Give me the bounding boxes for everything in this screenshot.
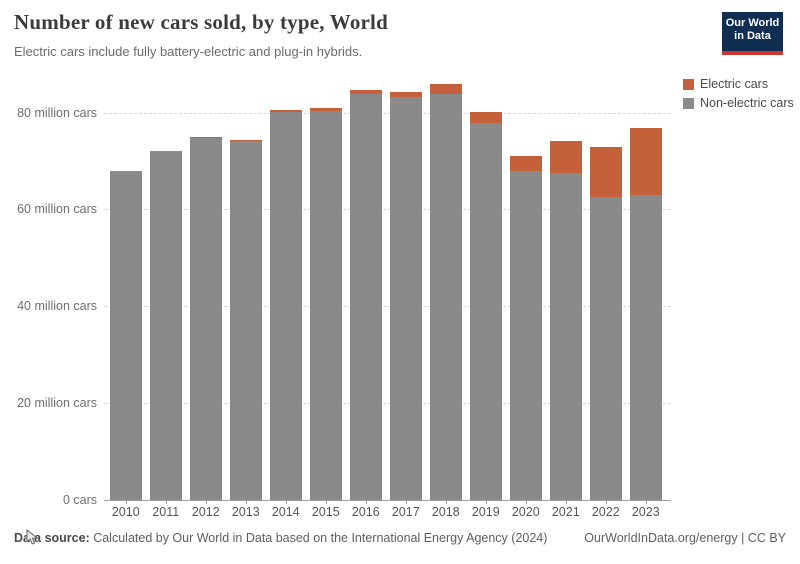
x-axis-tick-2021 — [565, 500, 567, 504]
footer-source: Data source: Calculated by Our World in … — [14, 531, 547, 545]
x-axis-label-2018: 2018 — [431, 505, 460, 519]
bar-electric-2018[interactable] — [430, 84, 462, 95]
x-axis-tick-2020 — [525, 500, 527, 504]
legend-item-1[interactable]: Non-electric cars — [683, 96, 794, 110]
x-axis-tick-2022 — [605, 500, 607, 504]
chart-subtitle: Electric cars include fully battery-elec… — [14, 44, 363, 59]
x-axis-label-2017: 2017 — [391, 505, 420, 519]
gridline-40 — [104, 306, 671, 308]
gridline-80 — [104, 112, 671, 114]
legend-swatch-icon — [683, 97, 694, 109]
bar-electric-2021[interactable] — [550, 140, 582, 173]
x-axis-label-2013: 2013 — [231, 505, 260, 519]
bar-electric-2015[interactable] — [310, 108, 342, 112]
x-axis-tick-2013 — [245, 500, 247, 504]
x-axis-tick-2017 — [405, 500, 407, 504]
x-axis-tick-2018 — [445, 500, 447, 504]
gridline-0 — [104, 500, 671, 501]
legend-swatch-icon — [683, 78, 694, 90]
bar-electric-2019[interactable] — [470, 112, 502, 124]
bar-electric-2014[interactable] — [270, 109, 302, 112]
x-axis-label-2021: 2021 — [551, 505, 580, 519]
bar-nonelectric-2018[interactable] — [430, 94, 462, 500]
y-axis-label-40: 40 million cars — [17, 299, 97, 314]
bar-electric-2012[interactable] — [190, 136, 222, 138]
bar-electric-2020[interactable] — [510, 155, 542, 171]
bar-nonelectric-2015[interactable] — [310, 111, 342, 500]
footer-source-text: Calculated by Our World in Data based on… — [89, 531, 548, 545]
x-axis-label-2011: 2011 — [152, 505, 180, 519]
page-title: Number of new cars sold, by type, World — [14, 10, 388, 34]
bar-nonelectric-2010[interactable] — [110, 171, 142, 500]
bar-electric-2017[interactable] — [390, 91, 422, 98]
bar-nonelectric-2020[interactable] — [510, 170, 542, 500]
bar-nonelectric-2011[interactable] — [150, 151, 182, 500]
y-axis-label-0: 0 cars — [62, 493, 97, 507]
x-axis-label-2012: 2012 — [191, 505, 220, 519]
legend-item-label: Electric cars — [700, 77, 769, 91]
x-axis-tick-2016 — [365, 500, 367, 504]
y-axis-label-60: 60 million cars — [17, 202, 97, 217]
bar-electric-2023[interactable] — [630, 128, 662, 196]
bar-nonelectric-2017[interactable] — [390, 97, 422, 500]
legend-item-label: Non-electric cars — [700, 96, 794, 110]
x-axis-tick-2019 — [485, 500, 487, 504]
owid-logo[interactable]: Our World in Data — [722, 12, 783, 55]
x-axis-tick-2010 — [125, 500, 127, 504]
bar-nonelectric-2021[interactable] — [550, 172, 582, 500]
bar-nonelectric-2022[interactable] — [590, 196, 622, 500]
owid-logo-line2: in Data — [734, 30, 771, 42]
x-axis-label-2019: 2019 — [471, 505, 500, 519]
x-axis-tick-2011 — [165, 500, 167, 504]
owid-logo-line1: Our World — [725, 17, 780, 29]
bar-electric-2016[interactable] — [350, 90, 382, 95]
bar-nonelectric-2016[interactable] — [350, 94, 382, 500]
bar-nonelectric-2012[interactable] — [190, 137, 222, 500]
x-axis-tick-2023 — [645, 500, 647, 504]
bar-nonelectric-2014[interactable] — [270, 111, 302, 500]
gridline-60 — [104, 209, 671, 211]
x-axis-label-2010: 2010 — [111, 505, 140, 519]
bar-nonelectric-2023[interactable] — [630, 195, 662, 500]
chart-legend: Electric cars Non-electric cars — [683, 77, 794, 115]
bar-electric-2013[interactable] — [230, 139, 262, 141]
x-axis-tick-2015 — [325, 500, 327, 504]
x-axis-label-2015: 2015 — [311, 505, 340, 519]
x-axis-label-2020: 2020 — [511, 505, 540, 519]
x-axis-label-2022: 2022 — [591, 505, 620, 519]
x-axis-label-2016: 2016 — [351, 505, 380, 519]
x-axis-label-2014: 2014 — [271, 505, 300, 519]
bar-electric-2022[interactable] — [590, 147, 622, 197]
gridline-20 — [104, 403, 671, 405]
footer-source-label: Data source: — [14, 531, 90, 545]
bar-nonelectric-2019[interactable] — [470, 123, 502, 500]
footer-link[interactable]: OurWorldInData.org/energy | CC BY — [584, 531, 786, 545]
legend-item-0[interactable]: Electric cars — [683, 77, 794, 91]
y-axis-label-80: 80 million cars — [17, 105, 97, 120]
x-axis-label-2023: 2023 — [631, 505, 660, 519]
x-axis-tick-2012 — [205, 500, 207, 504]
y-axis-label-20: 20 million cars — [17, 396, 97, 411]
x-axis-tick-2014 — [285, 500, 287, 504]
bar-nonelectric-2013[interactable] — [230, 140, 262, 500]
